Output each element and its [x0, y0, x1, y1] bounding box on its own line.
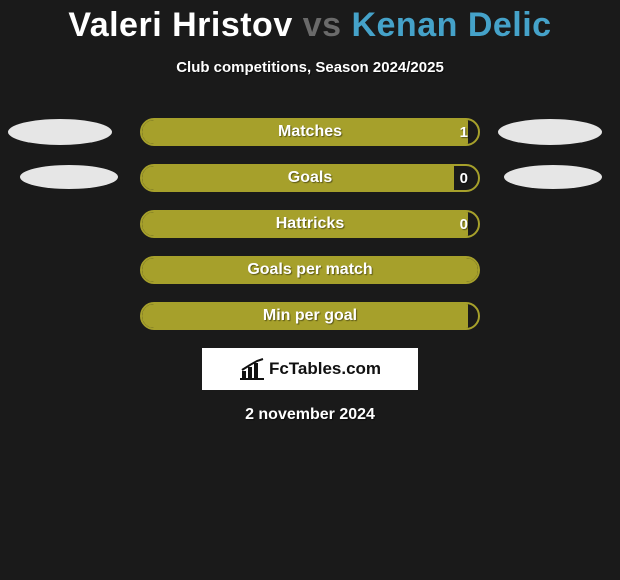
stat-value: 0	[460, 212, 468, 236]
stat-row: Hattricks0	[0, 210, 620, 238]
page-title: Valeri Hristov vs Kenan Delic	[0, 0, 620, 45]
stat-rows: Matches1Goals0Hattricks0Goals per matchM…	[0, 118, 620, 330]
stat-bar: Goals per match	[140, 256, 480, 284]
left-oval	[8, 119, 112, 145]
stat-row: Goals0	[0, 164, 620, 192]
stat-bar: Hattricks0	[140, 210, 480, 238]
brand-text: FcTables.com	[269, 359, 381, 379]
stat-value: 1	[460, 120, 468, 144]
right-oval	[498, 119, 602, 145]
right-oval	[504, 165, 602, 189]
brand-box[interactable]: FcTables.com	[202, 348, 418, 390]
stat-bar: Min per goal	[140, 302, 480, 330]
subtitle: Club competitions, Season 2024/2025	[0, 59, 620, 76]
stat-row: Goals per match	[0, 256, 620, 284]
vs-text: vs	[303, 6, 342, 44]
player1-name: Valeri Hristov	[68, 6, 292, 44]
stat-label: Min per goal	[142, 304, 478, 328]
stat-bar: Matches1	[140, 118, 480, 146]
comparison-card: Valeri Hristov vs Kenan Delic Club compe…	[0, 0, 620, 580]
left-oval	[20, 165, 118, 189]
stat-label: Goals per match	[142, 258, 478, 282]
stat-bar: Goals0	[140, 164, 480, 192]
bar-chart-icon	[239, 358, 265, 380]
stat-label: Matches	[142, 120, 478, 144]
date-text: 2 november 2024	[0, 406, 620, 424]
stat-value: 0	[460, 166, 468, 190]
stat-label: Hattricks	[142, 212, 478, 236]
stat-row: Min per goal	[0, 302, 620, 330]
player2-name: Kenan Delic	[351, 6, 551, 44]
stat-row: Matches1	[0, 118, 620, 146]
stat-label: Goals	[142, 166, 478, 190]
